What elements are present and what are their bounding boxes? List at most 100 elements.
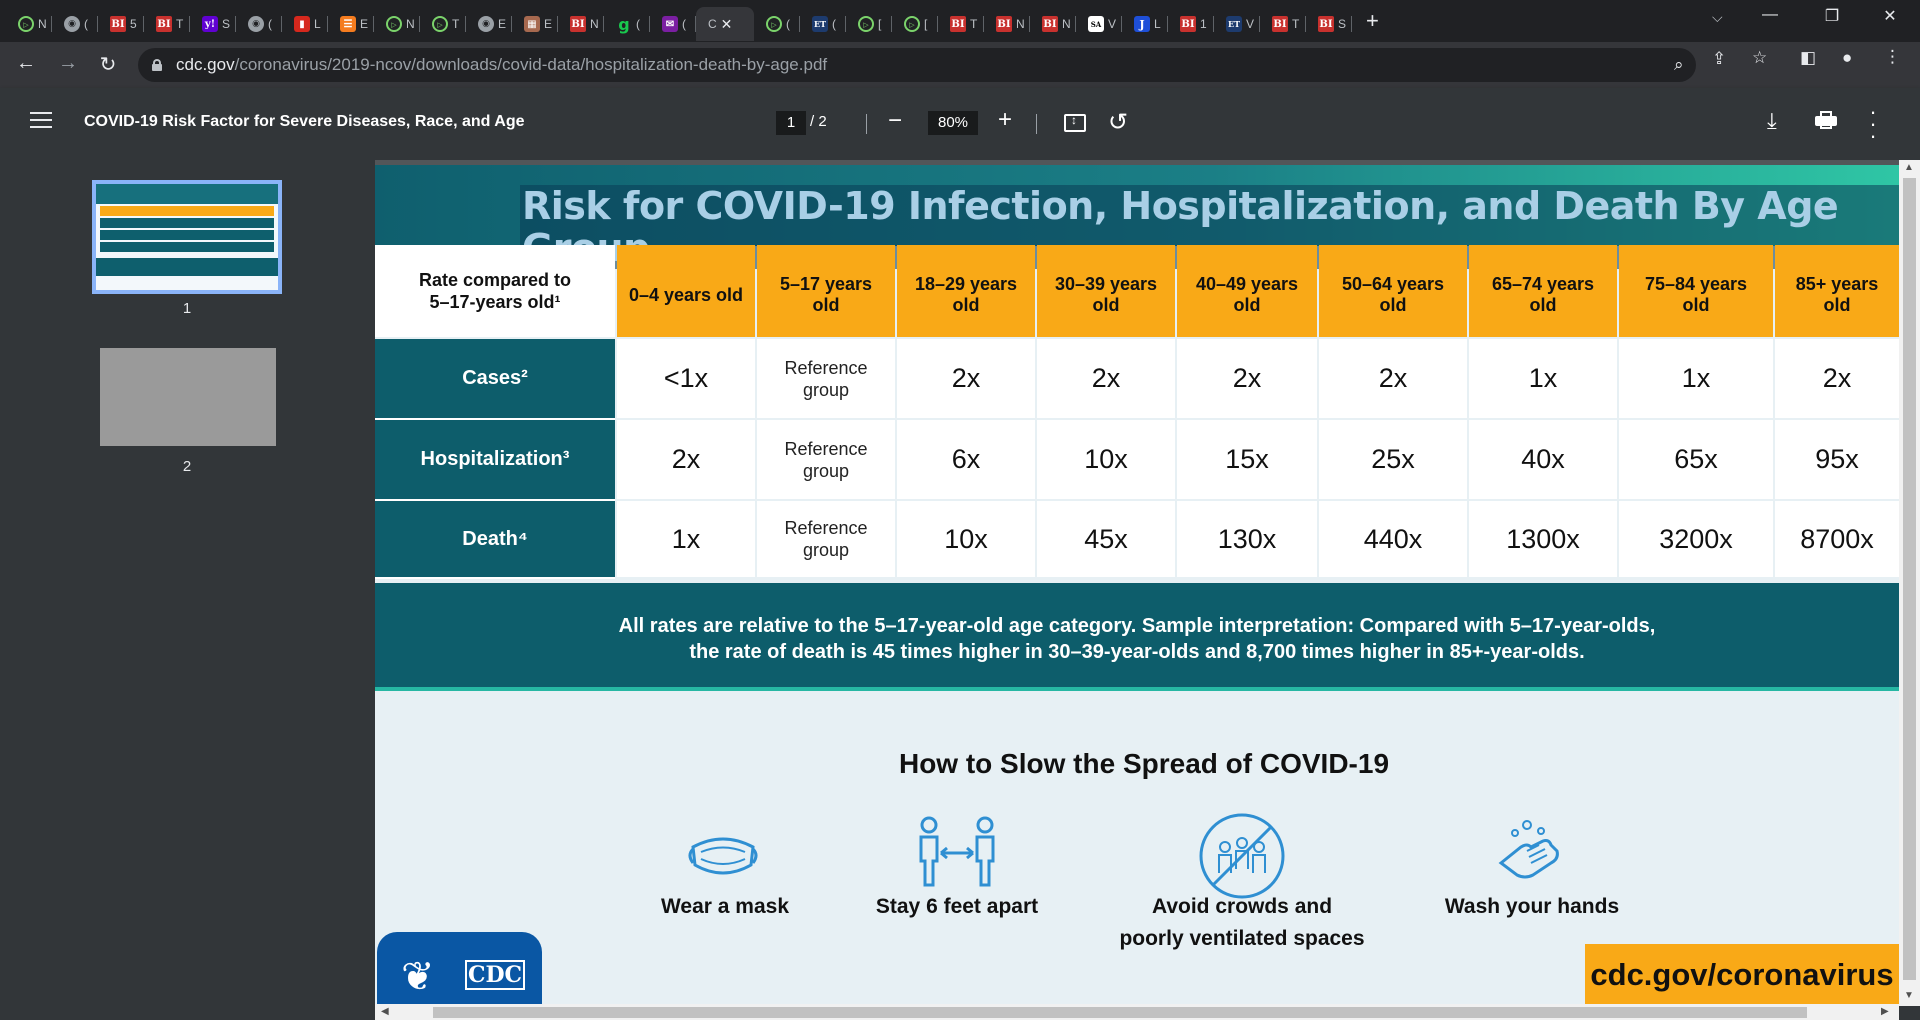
bi-icon: BI <box>156 16 172 32</box>
tab-title: N <box>1016 17 1025 31</box>
row-label: Cases² <box>375 339 615 418</box>
browser-tab[interactable]: BI 1 <box>1168 7 1214 41</box>
vertical-scroll-thumb[interactable] <box>1903 178 1916 980</box>
browser-tab[interactable]: ◉( <box>52 7 98 41</box>
sa-icon: SA <box>1088 16 1104 32</box>
close-tab-icon[interactable]: ✕ <box>720 15 733 32</box>
browser-tab[interactable]: ▷ N <box>374 7 420 41</box>
browser-tab[interactable]: BI S <box>1306 7 1352 41</box>
reload-icon[interactable]: ↻ <box>99 54 117 76</box>
horizontal-scroll-thumb[interactable] <box>433 1007 1807 1018</box>
tip-label: Avoid crowds and <box>1151 895 1333 918</box>
restore-icon[interactable]: ❐ <box>1824 8 1840 25</box>
tab-title: N <box>38 17 47 31</box>
browser-tab[interactable]: ▷ N <box>6 7 52 41</box>
browser-tab[interactable]: y! S <box>190 7 236 41</box>
browser-tab[interactable]: g( <box>604 7 650 41</box>
table-cell: Reference group <box>757 501 895 577</box>
browser-tab[interactable]: ✉( <box>650 7 696 41</box>
browser-tab[interactable]: BI T <box>144 7 190 41</box>
j-icon: J <box>1134 16 1150 32</box>
share-icon[interactable]: ⇪ <box>1712 49 1727 68</box>
age-group-header: 75–84 years old <box>1619 245 1773 337</box>
side-panel-icon[interactable]: ◧ <box>1800 48 1817 67</box>
table-cell: 1300x <box>1469 501 1617 577</box>
new-tab-button[interactable]: + <box>1366 8 1379 33</box>
play-icon: ▷ <box>18 16 34 32</box>
browser-tab[interactable]: ▷[ <box>846 7 892 41</box>
browser-tab[interactable]: ▦ E <box>512 7 558 41</box>
page-thumbnail-2[interactable] <box>100 348 276 446</box>
tab-title: E <box>498 17 507 31</box>
download-icon[interactable]: ⤓ <box>1767 108 1777 133</box>
page-number-input[interactable]: 1 <box>776 111 806 135</box>
tab-title: N <box>1062 17 1071 31</box>
zoom-lens-icon[interactable]: ⌕ <box>1674 55 1684 74</box>
browser-tab[interactable]: SA V <box>1076 7 1122 41</box>
browser-tab[interactable]: ET V <box>1214 7 1260 41</box>
table-cell: <1x <box>617 339 755 418</box>
tab-search-chevron-icon[interactable]: ⌵ <box>1712 9 1723 25</box>
tab-title: ( <box>84 17 88 31</box>
table-cell: 6x <box>897 420 1035 499</box>
mask-icon <box>688 837 758 875</box>
browser-tab[interactable]: BI T <box>1260 7 1306 41</box>
menu-icon[interactable] <box>30 112 52 128</box>
bookmark-star-icon[interactable]: ☆ <box>1752 48 1768 67</box>
browser-tab[interactable]: BI T <box>938 7 984 41</box>
zoom-input[interactable]: 80% <box>928 111 978 135</box>
pdf-viewport[interactable]: Risk for COVID-19 Infection, Hospitaliza… <box>375 160 1899 1006</box>
age-group-header: 18–29 years old <box>897 245 1035 337</box>
table-cell: 15x <box>1177 420 1317 499</box>
browser-tab[interactable]: BI 5 <box>98 7 144 41</box>
browser-tab[interactable]: BI N <box>984 7 1030 41</box>
browser-tab-active[interactable]: C ✕ <box>696 7 754 41</box>
cdc-url-badge: cdc.gov/coronavirus <box>1585 944 1899 1006</box>
tab-title: ( <box>636 17 640 31</box>
forward-arrow-icon[interactable]: → <box>58 52 78 74</box>
g-icon: g <box>618 14 630 34</box>
tip-label: Stay 6 feet apart <box>875 895 1039 918</box>
more-actions-icon[interactable]: · · · <box>1869 99 1877 148</box>
browser-tab[interactable]: ▷[ <box>892 7 938 41</box>
browser-tab[interactable]: ☰ E <box>328 7 374 41</box>
profile-icon[interactable]: ● <box>1842 48 1853 67</box>
page-thumbnail-1[interactable] <box>92 180 282 294</box>
browser-tab[interactable]: ▷( <box>754 7 800 41</box>
browser-tab[interactable]: ▷ T <box>420 7 466 41</box>
rotate-icon[interactable]: ↺ <box>1108 109 1129 136</box>
close-window-icon[interactable]: ✕ <box>1883 8 1897 25</box>
back-arrow-icon[interactable]: ← <box>16 52 36 74</box>
scroll-left-icon[interactable]: ◀ <box>381 1006 389 1017</box>
browser-menu-icon[interactable]: ⋮ <box>1884 47 1901 66</box>
tip-label: Wear a mask <box>660 895 790 918</box>
scroll-up-icon[interactable]: ▲ <box>1904 162 1914 173</box>
horizontal-scrollbar[interactable]: ◀ ▶ <box>375 1004 1899 1020</box>
play-icon: ▷ <box>386 16 402 32</box>
bi-icon: BI <box>996 16 1012 32</box>
table-cell: 2x <box>1319 339 1467 418</box>
browser-tab[interactable]: ET ( <box>800 7 846 41</box>
tip-label: Wash your hands <box>1444 895 1620 918</box>
browser-tab[interactable]: ◉( <box>236 7 282 41</box>
scroll-right-icon[interactable]: ▶ <box>1881 1006 1889 1017</box>
row-divider <box>375 418 615 420</box>
table-cell: 95x <box>1775 420 1899 499</box>
browser-tab[interactable]: BI N <box>1030 7 1076 41</box>
browser-tab[interactable]: BI N <box>558 7 604 41</box>
play-icon: ▷ <box>432 16 448 32</box>
print-icon[interactable] <box>1815 111 1837 129</box>
zoom-out-icon[interactable]: − <box>888 107 903 134</box>
zoom-in-icon[interactable]: + <box>998 106 1013 133</box>
scroll-down-icon[interactable]: ▼ <box>1904 990 1914 1001</box>
fit-to-page-icon[interactable] <box>1064 113 1086 132</box>
browser-tab[interactable]: ▮ L <box>282 7 328 41</box>
row-divider <box>375 499 615 501</box>
address-bar[interactable]: cdc.gov/coronavirus/2019-ncov/downloads/… <box>138 48 1696 82</box>
tab-title: E <box>544 17 553 31</box>
browser-tab[interactable]: ◉ E <box>466 7 512 41</box>
vertical-scrollbar[interactable]: ▲ ▼ <box>1899 160 1920 1006</box>
lock-icon[interactable] <box>152 59 162 71</box>
minimize-icon[interactable]: — <box>1762 6 1778 23</box>
